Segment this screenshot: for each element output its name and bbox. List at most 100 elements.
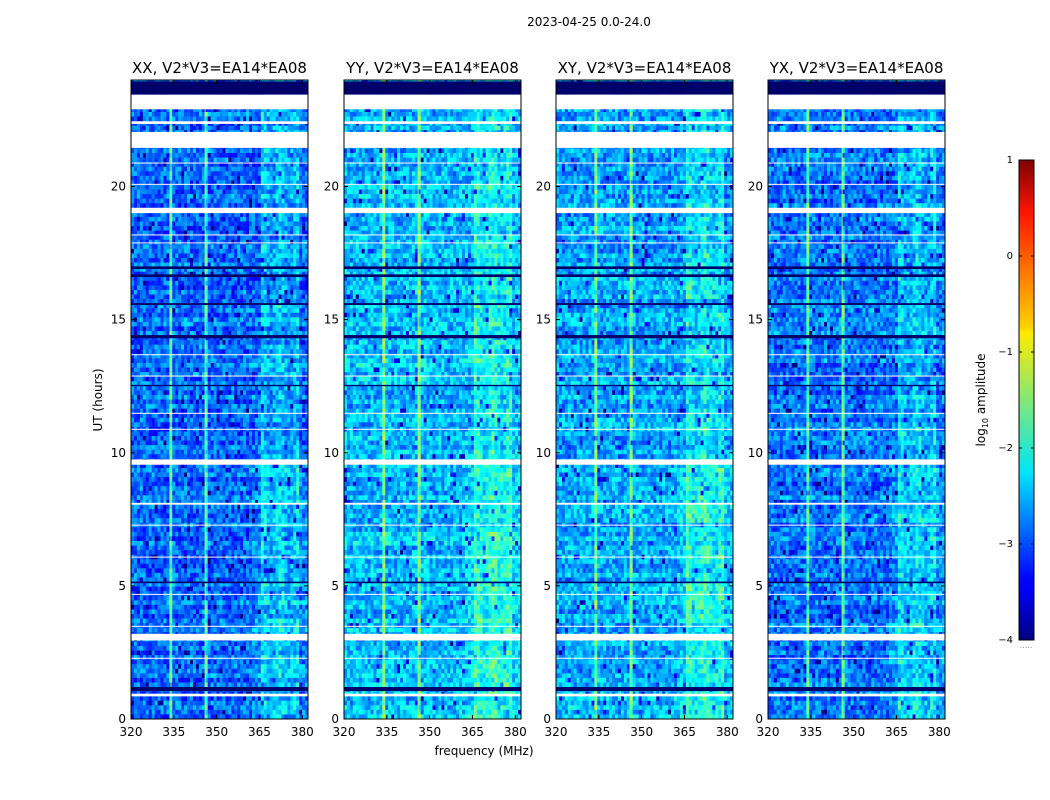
heatmap-cell xyxy=(166,158,169,163)
heatmap-cell xyxy=(302,158,305,163)
heatmap-cell xyxy=(166,148,169,153)
heatmap-cell xyxy=(172,167,175,172)
heatmap-cell xyxy=(143,117,146,122)
heatmap-cell xyxy=(146,126,149,131)
heatmap-cell xyxy=(134,117,137,122)
heatmap-cell xyxy=(240,153,243,158)
heatmap-cell xyxy=(252,148,255,153)
figure-suptitle: 2023-04-25 0.0-24.0 xyxy=(527,15,651,29)
heatmap-cell xyxy=(290,126,293,131)
heatmap-cell xyxy=(172,117,175,122)
heatmap-cell xyxy=(208,171,211,176)
heatmap-cell xyxy=(190,148,193,153)
heatmap-cell xyxy=(255,158,258,163)
heatmap-cell xyxy=(193,117,196,122)
heatmap-cell xyxy=(302,112,305,117)
heatmap-cell xyxy=(152,153,155,158)
heatmap-cell xyxy=(237,153,240,158)
heatmap-cell xyxy=(140,153,143,158)
heatmap-cell xyxy=(261,112,264,117)
heatmap-cell xyxy=(199,126,202,131)
heatmap-cell xyxy=(225,117,228,122)
heatmap-cell xyxy=(140,126,143,131)
heatmap-cell xyxy=(296,112,299,117)
heatmap-cell xyxy=(284,167,287,172)
heatmap-cell xyxy=(243,158,246,163)
heatmap-cell xyxy=(249,117,252,122)
heatmap-cell xyxy=(152,167,155,172)
heatmap-cell xyxy=(149,167,152,172)
heatmap-cell xyxy=(261,126,264,131)
heatmap-cell xyxy=(296,126,299,131)
heatmap-cell xyxy=(267,171,270,176)
heatmap-cell xyxy=(287,117,290,122)
heatmap-cell xyxy=(270,153,273,158)
heatmap-cell xyxy=(276,158,279,163)
heatmap-cell xyxy=(222,117,225,122)
heatmap-cell xyxy=(152,117,155,122)
heatmap-cell xyxy=(290,112,293,117)
heatmap-cell xyxy=(181,148,184,153)
heatmap-cell xyxy=(172,153,175,158)
heatmap-cell xyxy=(240,117,243,122)
heatmap-cell xyxy=(172,148,175,153)
heatmap-cell xyxy=(284,148,287,153)
heatmap-cell xyxy=(184,148,187,153)
heatmap-cell xyxy=(258,167,261,172)
heatmap-cell xyxy=(220,153,223,158)
heatmap-cell xyxy=(287,153,290,158)
heatmap-cell xyxy=(163,171,166,176)
heatmap-cell xyxy=(240,158,243,163)
heatmap-cell xyxy=(290,171,293,176)
heatmap-cell xyxy=(134,148,137,153)
heatmap-cell xyxy=(134,153,137,158)
heatmap-cell xyxy=(199,117,202,122)
heatmap-cell xyxy=(270,112,273,117)
heatmap-cell xyxy=(281,158,284,163)
heatmap-cell xyxy=(270,158,273,163)
heatmap-cell xyxy=(166,112,169,117)
heatmap-cell xyxy=(255,171,258,176)
heatmap-cell xyxy=(158,153,161,158)
heatmap-cell xyxy=(270,171,273,176)
heatmap-cell xyxy=(196,117,199,122)
heatmap-cell xyxy=(240,126,243,131)
heatmap-cell xyxy=(161,112,164,117)
heatmap-cell xyxy=(234,171,237,176)
heatmap-cell xyxy=(296,117,299,122)
heatmap-cell xyxy=(134,167,137,172)
figure: 2023-04-25 0.0-24.0 XX, V2*V3=EA14*EA083… xyxy=(0,0,1050,800)
heatmap-cell xyxy=(193,158,196,163)
heatmap-cell xyxy=(193,167,196,172)
heatmap-cell xyxy=(225,167,228,172)
heatmap-cell xyxy=(140,167,143,172)
heatmap-cell xyxy=(228,153,231,158)
heatmap-cell xyxy=(217,112,220,117)
heatmap-cell xyxy=(273,126,276,131)
heatmap-cell xyxy=(155,171,158,176)
heatmap-cell xyxy=(184,153,187,158)
heatmap-cell xyxy=(302,171,305,176)
heatmap-cell xyxy=(146,171,149,176)
heatmap-cell xyxy=(231,171,234,176)
heatmap-cell xyxy=(172,126,175,131)
heatmap-cell xyxy=(299,117,302,122)
heatmap-cell xyxy=(284,117,287,122)
heatmap-cell xyxy=(178,126,181,131)
heatmap-cell xyxy=(143,158,146,163)
heatmap-cell xyxy=(140,171,143,176)
heatmap-cell xyxy=(240,148,243,153)
heatmap-cell xyxy=(281,148,284,153)
panels: XX, V2*V3=EA14*EA08320 335 350 365 380051015… xyxy=(111,59,951,739)
heatmap-cell xyxy=(155,126,158,131)
heatmap-cell xyxy=(281,126,284,131)
heatmap-cell xyxy=(220,167,223,172)
heatmap-cell xyxy=(228,112,231,117)
heatmap-cell xyxy=(225,148,228,153)
heatmap-cell xyxy=(158,112,161,117)
heatmap-cell xyxy=(217,126,220,131)
heatmap-cell xyxy=(246,171,249,176)
heatmap-cell xyxy=(211,153,214,158)
heatmap-cell xyxy=(217,158,220,163)
heatmap-cell xyxy=(178,158,181,163)
